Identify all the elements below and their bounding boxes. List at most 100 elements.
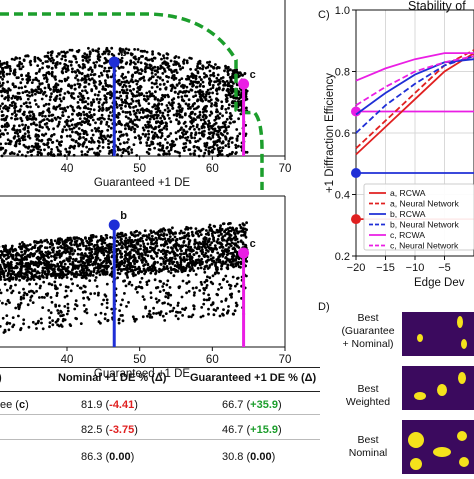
scatter-point (54, 75, 57, 78)
scatter-point (12, 101, 15, 104)
scatter-point (18, 307, 21, 310)
scatter-point (44, 251, 47, 254)
scatter-point (159, 117, 162, 120)
scatter-point (32, 301, 35, 304)
scatter-point (69, 242, 72, 245)
scatter-point (32, 122, 35, 125)
scatter-point (107, 139, 110, 142)
scatter-point (68, 252, 71, 255)
scatter-point (20, 105, 23, 108)
scatter-point (128, 127, 131, 130)
scatter-point (73, 147, 76, 150)
scatter-point (148, 95, 151, 98)
scatter-point (55, 66, 58, 69)
scatter-point (24, 138, 27, 141)
scatter-point (51, 134, 54, 137)
scatter-point (15, 105, 18, 108)
scatter-point (92, 134, 95, 137)
scatter-point (23, 113, 26, 116)
scatter-point (104, 313, 107, 316)
scatter-point (100, 65, 103, 68)
scatter-point (124, 251, 127, 254)
scatter-point (60, 80, 63, 83)
scatter-point (13, 111, 16, 114)
scatter-point (151, 235, 154, 238)
scatter-point (78, 92, 81, 95)
scatter-point (166, 243, 169, 246)
scatter-point (197, 140, 200, 143)
scatter-point (188, 140, 191, 143)
scatter-point (110, 134, 113, 137)
scatter-point (165, 147, 168, 150)
scatter-point (198, 116, 201, 119)
scatter-point (61, 55, 64, 58)
scatter-point (136, 83, 139, 86)
scatter-point (99, 150, 102, 153)
scatter-point (48, 111, 51, 114)
scatter-point (39, 83, 42, 86)
scatter-point (135, 124, 138, 127)
scatter-point (166, 279, 169, 282)
scatter-point (207, 239, 210, 242)
scatter-point (148, 144, 151, 147)
scatter-point (195, 227, 198, 230)
scatter-point (189, 153, 192, 156)
scatter-point (174, 252, 177, 255)
scatter-point (107, 76, 110, 79)
scatter-point (73, 308, 76, 311)
scatter-point (242, 234, 245, 237)
scatter-point (28, 91, 31, 94)
scatter-point (43, 296, 46, 299)
scatter-point (77, 248, 80, 251)
scatter-point (47, 139, 50, 142)
scatter-point (156, 86, 159, 89)
scatter-point (143, 258, 146, 261)
scatter-point (6, 73, 9, 76)
scatter-point (184, 137, 187, 140)
scatter-point (143, 50, 146, 53)
scatter-point (219, 224, 222, 227)
scatter-point (207, 267, 210, 270)
scatter-point (169, 120, 172, 123)
scatter-point (25, 74, 28, 77)
scatter-point (127, 71, 130, 74)
scatter-point (83, 262, 86, 265)
scatter-point (137, 69, 140, 72)
scatter-point (165, 284, 168, 287)
scatter-point (65, 290, 68, 293)
scatter-point (214, 231, 217, 234)
scatter-point (61, 114, 64, 117)
scatter-point (98, 83, 101, 86)
scatter-point (71, 128, 74, 131)
scatter-point (90, 73, 93, 76)
scatter-point (82, 63, 85, 66)
scatter-point (37, 91, 40, 94)
scatter-point (1, 125, 4, 128)
scatter-point (182, 147, 185, 150)
scatter-point (39, 149, 42, 152)
scatter-point (120, 107, 123, 110)
scatter-point (126, 80, 129, 83)
scatter-point (189, 126, 192, 129)
scatter-point (19, 117, 22, 120)
scatter-point (122, 101, 125, 104)
scatter-point (50, 296, 53, 299)
scatter-point (177, 56, 180, 59)
scatter-point (142, 109, 145, 112)
scatter-point (59, 268, 62, 271)
scatter-point (99, 56, 102, 59)
scatter-point (97, 47, 100, 50)
scatter-point (171, 107, 174, 110)
scatter-point (52, 107, 55, 110)
scatter-point (151, 131, 154, 134)
scatter-point (105, 96, 108, 99)
scatter-point (18, 92, 21, 95)
scatter-point (130, 61, 133, 64)
scatter-point (207, 294, 210, 297)
scatter-point (104, 317, 107, 320)
scatter-point (83, 52, 86, 55)
scatter-point (98, 75, 101, 78)
scatter-point (23, 59, 26, 62)
scatter-point (140, 61, 143, 64)
scatter-point (140, 92, 143, 95)
